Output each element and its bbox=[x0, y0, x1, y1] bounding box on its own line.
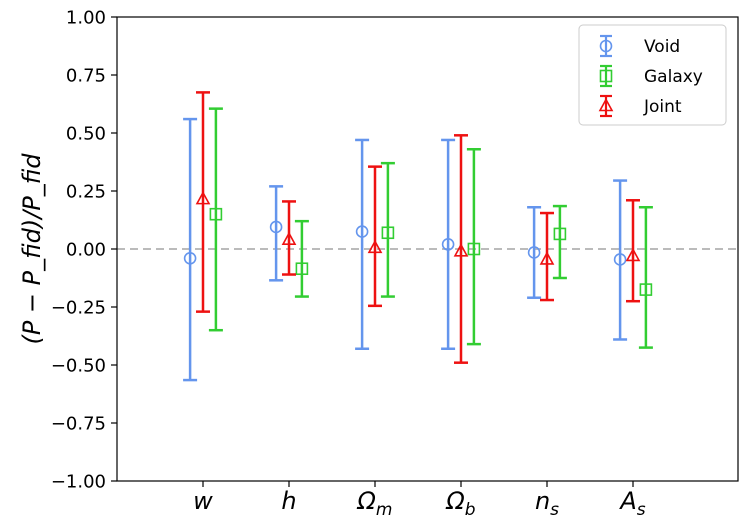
legend: Void Galaxy Joint bbox=[578, 24, 727, 126]
x-tick-label-main: Ω bbox=[357, 487, 377, 515]
data-point bbox=[553, 227, 567, 241]
x-tick-label-sub: s bbox=[550, 500, 559, 520]
legend-box bbox=[578, 24, 727, 126]
plot-area bbox=[117, 91, 738, 382]
y-tick-label: 0.75 bbox=[66, 66, 106, 87]
data-point bbox=[453, 243, 469, 257]
data-point bbox=[295, 262, 309, 276]
data-point bbox=[195, 190, 211, 205]
y-tick-label: 0.50 bbox=[66, 124, 106, 145]
data-point bbox=[527, 246, 541, 259]
data-point bbox=[183, 251, 197, 265]
x-tick-label-main: Ω bbox=[445, 487, 465, 515]
data-point bbox=[625, 247, 641, 262]
x-tick-label-sub: m bbox=[376, 500, 393, 520]
x-tick-label-main: A bbox=[618, 487, 636, 515]
axes: −1.00 −0.75 −0.50 −0.25 0.00 0.25 0.50 0.75 1.00… bbox=[18, 8, 739, 520]
x-tick-label: Ωb bbox=[445, 487, 475, 520]
x-tick-label: As bbox=[618, 487, 645, 520]
y-tick-label: 0.25 bbox=[66, 182, 106, 203]
legend-marker bbox=[599, 39, 613, 53]
data-point bbox=[209, 207, 223, 221]
legend-marker bbox=[598, 97, 614, 112]
y-tick-label: −0.50 bbox=[51, 356, 106, 377]
x-tick-label-main: n bbox=[535, 487, 550, 515]
data-point bbox=[441, 238, 455, 251]
series-void bbox=[183, 117, 628, 382]
data-point bbox=[613, 253, 627, 266]
data-point bbox=[355, 225, 369, 238]
y-tick-label: −0.25 bbox=[51, 298, 106, 319]
data-point bbox=[467, 242, 481, 256]
y-tick-label: −0.75 bbox=[51, 414, 106, 435]
x-tick-label: h bbox=[281, 487, 296, 515]
data-point bbox=[281, 231, 297, 246]
series-galaxy bbox=[208, 107, 653, 349]
y-tick-label: −1.00 bbox=[51, 472, 106, 493]
x-tick-label-sub: s bbox=[637, 500, 646, 520]
y-tick-label: 1.00 bbox=[66, 8, 106, 29]
legend-label: Void bbox=[644, 37, 680, 57]
legend-marker bbox=[599, 69, 613, 83]
x-tick-label-main: w bbox=[193, 487, 213, 515]
x-tick-label-sub: b bbox=[465, 500, 476, 520]
x-tick-label: ns bbox=[535, 487, 559, 520]
data-point bbox=[639, 283, 653, 296]
x-tick-label-main: h bbox=[281, 487, 296, 515]
data-point bbox=[539, 251, 555, 265]
data-point bbox=[381, 226, 395, 240]
legend-label: Joint bbox=[643, 97, 682, 117]
y-axis-label: (P − P_fid)/P_fid bbox=[18, 153, 46, 345]
legend-entry-joint: Joint bbox=[598, 94, 682, 118]
legend-label: Galaxy bbox=[644, 67, 703, 87]
data-point bbox=[367, 239, 383, 254]
x-tick-label: Ωm bbox=[357, 487, 393, 520]
data-point bbox=[269, 220, 283, 234]
legend-entry-void: Void bbox=[599, 34, 680, 58]
series-joint bbox=[195, 91, 641, 364]
y-tick-label: 0.00 bbox=[66, 240, 106, 261]
legend-entry-galaxy: Galaxy bbox=[599, 64, 703, 88]
x-tick-label: w bbox=[193, 487, 213, 515]
